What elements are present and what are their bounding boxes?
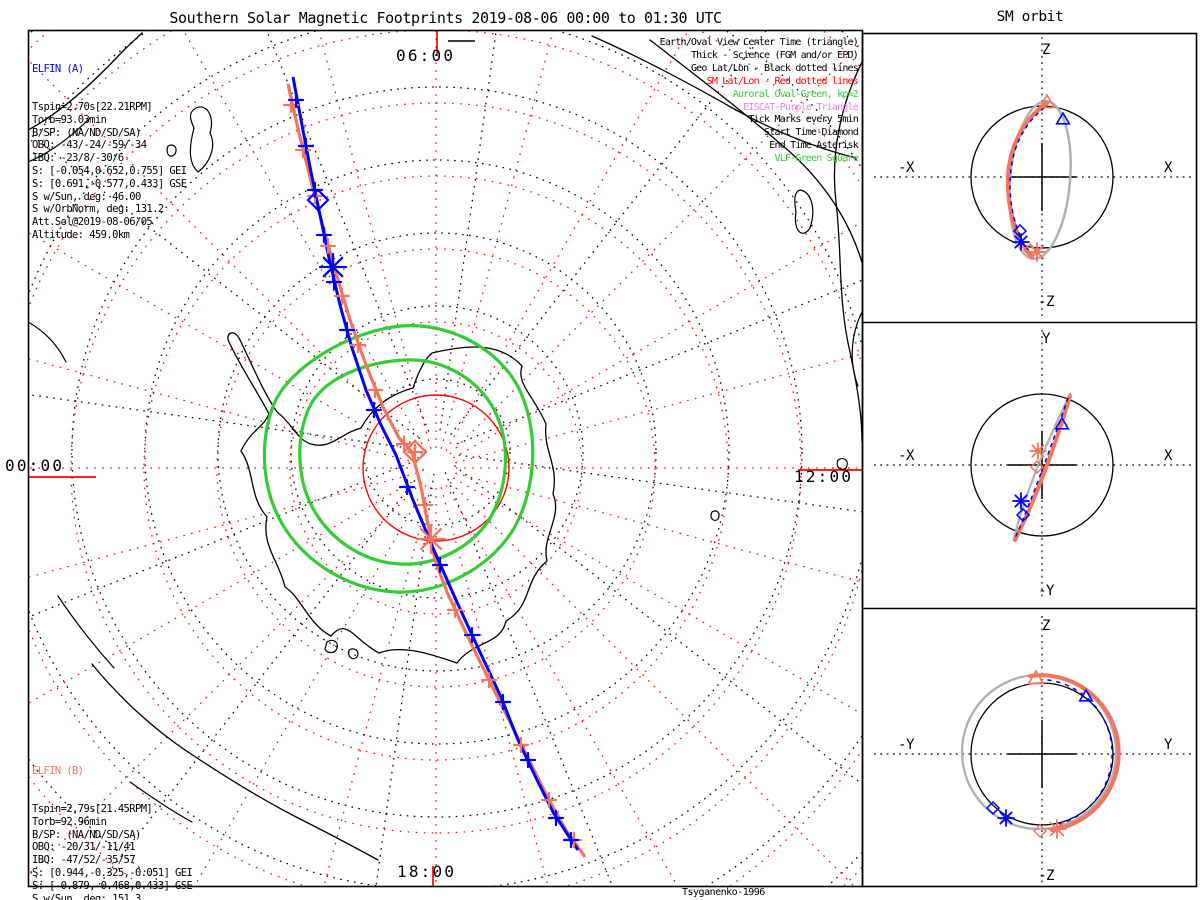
info-line: Tspin=2.70s[22.21RPM]: [32, 100, 153, 113]
panel-layer: [874, 37, 1194, 884]
info-line: S: [-0.879,-0.468,0.433] GSE: [32, 879, 193, 892]
legend-item: EISCAT-Purple Triangle: [743, 101, 859, 113]
elfin-b-lines: Tspin=2.79s[21.45RPM] Torb=92.96min B/SP: …: [32, 802, 193, 900]
panel3-axis-right: Y: [1164, 737, 1172, 753]
elfin-a-header: ELFIN (A): [32, 62, 84, 75]
legend-item: VLF-Green Square: [774, 153, 858, 165]
info-line: OBQ: -43/-24/-59/-34: [32, 139, 147, 152]
info-line: S w/OrbNorm, deg: 131.2: [32, 203, 164, 216]
info-line: S: [0.944,-0.325,-0.051] GEI: [32, 866, 193, 879]
info-line: Att.Sol@2019-08-06/05: [32, 216, 153, 229]
footer-block: Tsyganenko-1996 Created: Wed Jan 25 11:4…: [682, 859, 864, 900]
info-line: S w/Sun, deg: 151.3: [32, 892, 141, 900]
info-line: B/SP: (NA/ND/SD/SA): [32, 126, 141, 139]
info-line: Torb=92.96min: [32, 815, 107, 828]
legend-item: Tick Marks every 5min: [748, 114, 858, 126]
sm-orbit-title: SM orbit: [996, 9, 1064, 25]
legend-item: Thick - Science (FGM and/or EPD): [690, 49, 859, 61]
elfin-a-info-block: ELFIN (A) Tspin=2.70s[22.21RPM] Torb=93.0…: [32, 37, 187, 267]
info-line: OBQ: -20/31/-11/41: [32, 841, 136, 854]
legend-item: Earth/Oval View Center Time (triangle): [659, 37, 859, 48]
panel3-axis-bottom: -Z: [1038, 868, 1054, 884]
legend: Earth/Oval View Center Time (triangle) Th…: [438, 37, 859, 166]
info-line: S: [0.691,-0.577,0.433] GSE: [32, 177, 187, 190]
panel3-axis-left: -Y: [898, 737, 914, 753]
frame-layer: [27, 29, 1198, 888]
panel1-axis-left: -X: [898, 160, 914, 176]
elfin-b-header: ELFIN (B): [32, 764, 84, 777]
model-label: Tsyganenko-1996: [682, 887, 765, 898]
panel3-axis-top: Z: [1042, 618, 1050, 634]
panel2-axis-top: Y: [1042, 331, 1050, 347]
page-title: Southern Solar Magnetic Footprints 2019-…: [169, 9, 722, 27]
info-line: Altitude: 459.0km: [32, 228, 130, 241]
legend-item: End Time-Asterisk: [769, 140, 859, 152]
mlt-label-1200: 12:00: [794, 467, 854, 486]
legend-item: Geo Lat/Lon - Black dotted lines: [690, 62, 859, 74]
panel2-axis-right: X: [1164, 448, 1172, 464]
info-line: Tspin=2.79s[21.45RPM]: [32, 802, 153, 815]
legend-item: Start Time-Diamond: [764, 127, 859, 139]
panel1-axis-bottom: -Z: [1038, 294, 1054, 310]
info-line: IBQ: -47/52/-35/57: [32, 854, 136, 867]
elfin-a-lines: Tspin=2.70s[22.21RPM] Torb=93.03min B/SP: …: [32, 100, 187, 242]
info-line: IBQ: -23/8/-30/6: [32, 152, 124, 165]
legend-item: SM Lat/Lon - Red dotted lines: [706, 75, 859, 87]
mlt-label-1800: 18:00: [397, 862, 457, 881]
info-line: Torb=93.03min: [32, 113, 107, 126]
info-line: S w/Sun, deg: 46.00: [32, 190, 141, 203]
elfin-b-info-block: ELFIN (B) Tspin=2.79s[21.45RPM] Torb=92.9…: [32, 739, 193, 900]
legend-item: Auroral Oval-Green, kp=2: [732, 88, 859, 100]
mlt-label-0000: 00:00: [5, 456, 65, 475]
panel2-axis-left: -X: [898, 448, 914, 464]
panel1-axis-right: X: [1164, 160, 1172, 176]
panel1-axis-top: Z: [1042, 42, 1050, 58]
info-line: B/SP: (NA/ND/SD/SA): [32, 828, 141, 841]
map-layer: [29, 31, 862, 886]
panel2-axis-bottom: -Y: [1038, 583, 1054, 599]
mlt-label-0600: 06:00: [396, 46, 456, 65]
info-line: S: [-0.054,0.652,0.755] GEI: [32, 164, 187, 177]
